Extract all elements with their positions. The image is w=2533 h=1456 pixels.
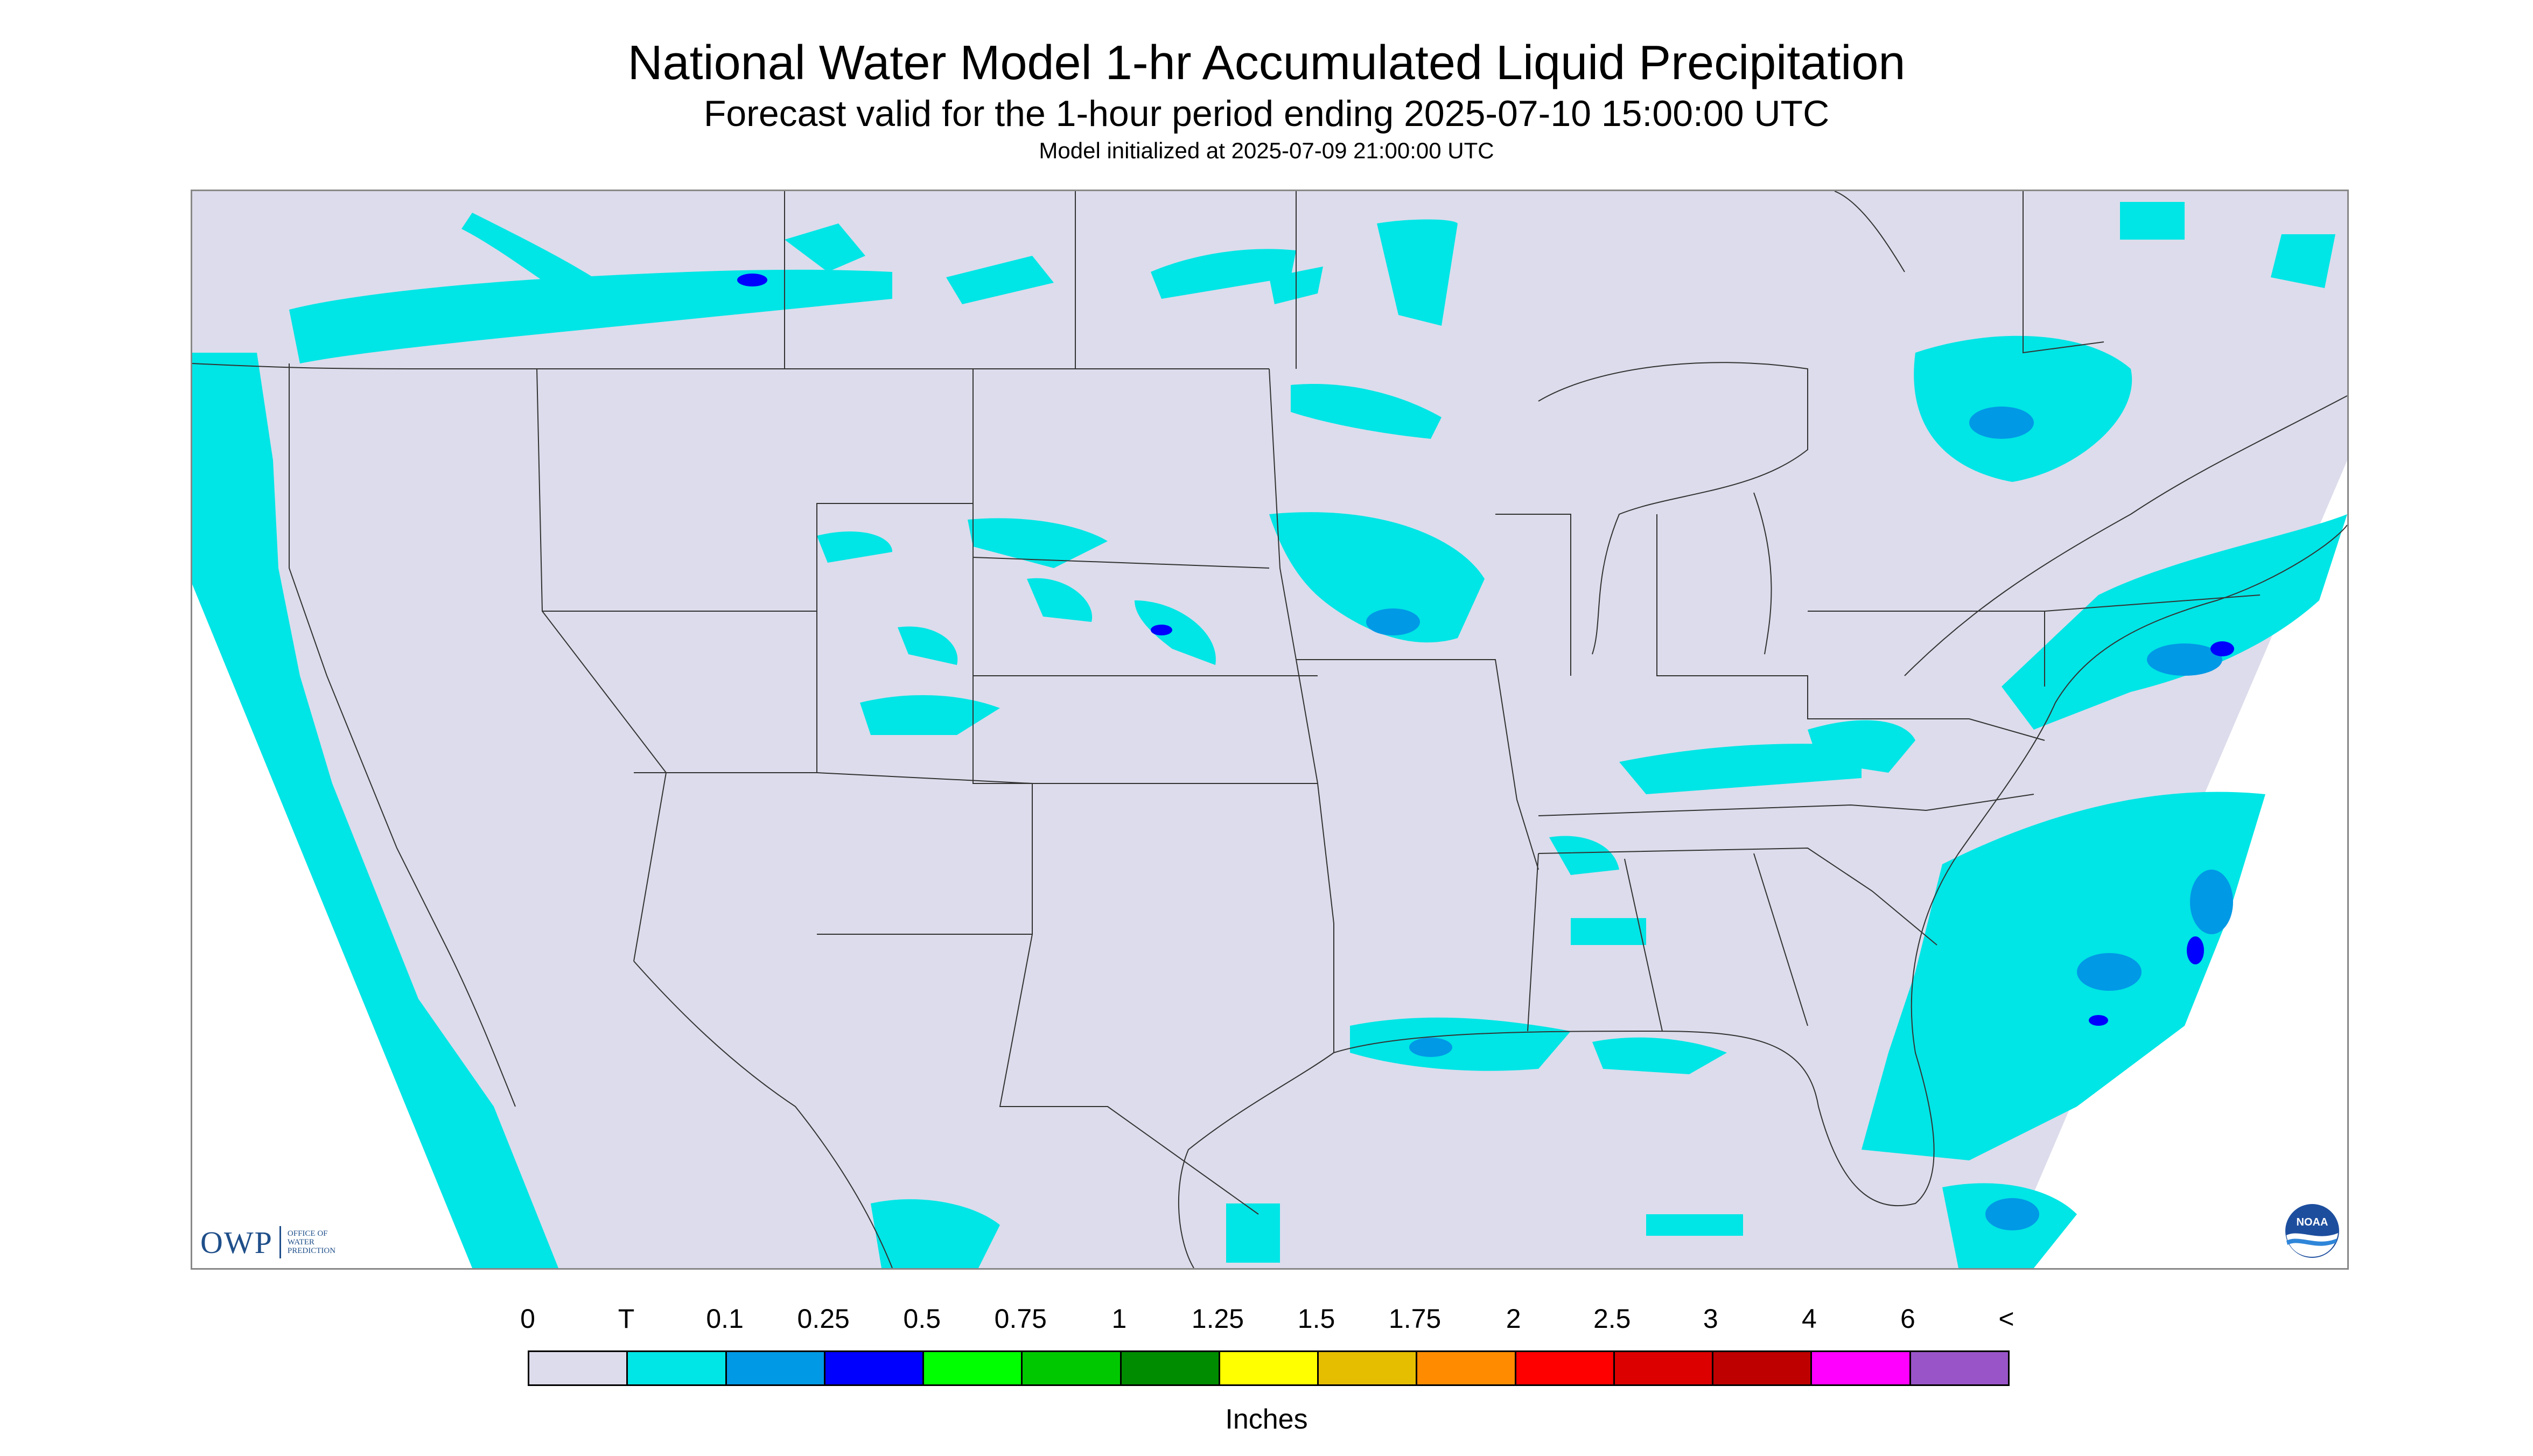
legend-tick-label: 3 xyxy=(1703,1304,1718,1334)
owp-logo-letters: OWP xyxy=(200,1224,273,1260)
model-init-line: Model initialized at 2025-07-09 21:00:00… xyxy=(1039,138,1494,163)
precipitation-map xyxy=(191,190,2349,1270)
legend-tick-label: T xyxy=(618,1304,635,1334)
legend-tick-label: 2 xyxy=(1506,1304,1521,1334)
legend-swatch xyxy=(1220,1352,1319,1384)
legend-swatch xyxy=(1417,1352,1516,1384)
legend-swatch xyxy=(1812,1352,1911,1384)
legend-tick-label: 2.5 xyxy=(1593,1304,1631,1334)
map-title: National Water Model 1-hr Accumulated Li… xyxy=(627,36,1906,90)
legend-swatch xyxy=(1614,1352,1714,1384)
legend-swatch xyxy=(628,1352,727,1384)
legend-tick-label: 0.1 xyxy=(706,1304,744,1334)
noaa-logo: NOAA xyxy=(2285,1204,2339,1258)
legend-tick-label: < xyxy=(1998,1304,2014,1334)
forecast-valid-subtitle: Forecast valid for the 1-hour period end… xyxy=(703,93,1830,134)
owp-logo: OWP OFFICE OF WATER PREDICTION xyxy=(200,1223,335,1261)
legend-swatch xyxy=(529,1352,628,1384)
noaa-logo-text: NOAA xyxy=(2297,1216,2328,1228)
legend-swatch xyxy=(924,1352,1023,1384)
legend-tick-label: 0.25 xyxy=(797,1304,850,1334)
legend-swatch xyxy=(1023,1352,1122,1384)
legend-swatch xyxy=(1516,1352,1615,1384)
owp-logo-divider xyxy=(279,1226,281,1258)
map-canvas xyxy=(192,191,2347,1268)
legend-swatch xyxy=(726,1352,825,1384)
legend-labels: 0 T 0.1 0.25 0.5 0.75 1 1.25 1.5 1.75 2 2.5 3 4 6 < xyxy=(520,1303,2014,1335)
legend-color-bar xyxy=(528,1350,2010,1386)
legend-tick-label: 1.5 xyxy=(1297,1304,1335,1334)
state-country-boundaries xyxy=(192,191,2347,1268)
precip-moderate-areas xyxy=(1366,407,2233,1230)
legend-swatch xyxy=(825,1352,925,1384)
legend-units: Inches xyxy=(1225,1404,1308,1435)
legend-swatch xyxy=(1911,1352,2008,1384)
legend-tick-label: 0.5 xyxy=(903,1304,941,1334)
owp-logo-line-3: PREDICTION xyxy=(287,1247,336,1255)
legend-tick-label: 1 xyxy=(1111,1304,1127,1334)
legend-swatch xyxy=(1121,1352,1220,1384)
model-domain xyxy=(192,191,2347,1268)
legend-tick-label: 4 xyxy=(1801,1304,1817,1334)
legend-tick-label: 1.75 xyxy=(1388,1304,1442,1334)
legend-swatch xyxy=(1713,1352,1813,1384)
precip-heavy-areas xyxy=(737,274,2234,1026)
legend-swatch xyxy=(1319,1352,1418,1384)
legend-tick-label: 0.75 xyxy=(994,1304,1047,1334)
legend-tick-label: 1.25 xyxy=(1191,1304,1244,1334)
owp-logo-line-1: OFFICE OF xyxy=(287,1229,328,1238)
legend-tick-label: 0 xyxy=(520,1304,535,1334)
owp-logo-line-2: WATER xyxy=(287,1238,314,1247)
owp-logo-subtitle: OFFICE OF WATER PREDICTION xyxy=(288,1229,335,1255)
legend-tick-label: 6 xyxy=(1900,1304,1915,1334)
precip-trace-areas xyxy=(192,202,2347,1268)
